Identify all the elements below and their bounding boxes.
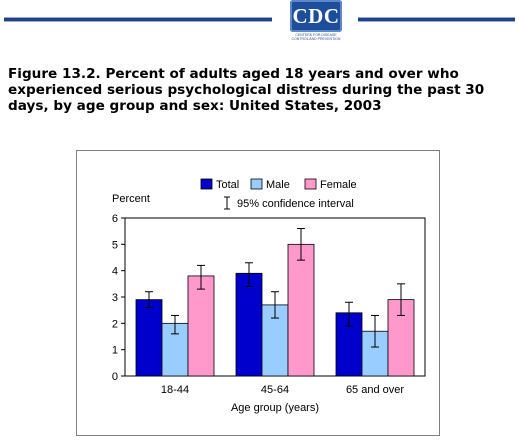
y-tick-label: 5: [112, 239, 118, 251]
page-header: CDC CENTERS FOR DISEASE CONTROL AND PREV…: [0, 0, 519, 48]
header-rule-left: [4, 17, 272, 22]
bar-total: [235, 272, 263, 377]
legend-swatch-female: [304, 178, 317, 190]
y-tick-label: 0: [112, 371, 118, 383]
figure-title: Figure 13.2. Percent of adults aged 18 y…: [8, 66, 485, 114]
bar-male: [261, 304, 289, 377]
bar-chart: 0 1 2 3 4 5 6 Percent 18-44 45-64 65 and over Age g…: [112, 178, 426, 414]
y-axis-label: Percent: [112, 193, 150, 205]
x-tick-label: 45-64: [261, 384, 289, 396]
legend-swatch-male: [250, 178, 263, 190]
cdc-logo-mark: CDC: [290, 0, 342, 32]
x-tick-label: 18-44: [161, 384, 189, 396]
bar-female: [187, 275, 215, 377]
y-tick-label: 2: [112, 318, 118, 330]
cdc-logo: CDC CENTERS FOR DISEASE CONTROL AND PREV…: [290, 0, 342, 44]
bar-female: [287, 243, 315, 377]
bar-total: [135, 299, 163, 377]
y-tick-label: 4: [112, 266, 118, 278]
chart-frame: 0 1 2 3 4 5 6 Percent 18-44 45-64 65 and over Age g…: [76, 150, 440, 436]
header-rule-right: [358, 17, 515, 22]
y-tick-label: 3: [112, 292, 118, 304]
x-tick-label: 65 and over: [346, 384, 404, 396]
legend-label-female: Female: [320, 179, 357, 191]
cdc-logo-subtext: CENTERS FOR DISEASE CONTROL AND PREVENTI…: [291, 33, 341, 41]
legend-label-total: Total: [216, 179, 239, 191]
ci-legend-label: 95% confidence interval: [237, 198, 354, 210]
y-tick-label: 6: [112, 213, 118, 225]
legend-swatch-total: [200, 178, 213, 190]
x-axis-label: Age group (years): [231, 402, 319, 414]
legend-label-male: Male: [266, 179, 290, 191]
y-tick-label: 1: [112, 345, 118, 357]
